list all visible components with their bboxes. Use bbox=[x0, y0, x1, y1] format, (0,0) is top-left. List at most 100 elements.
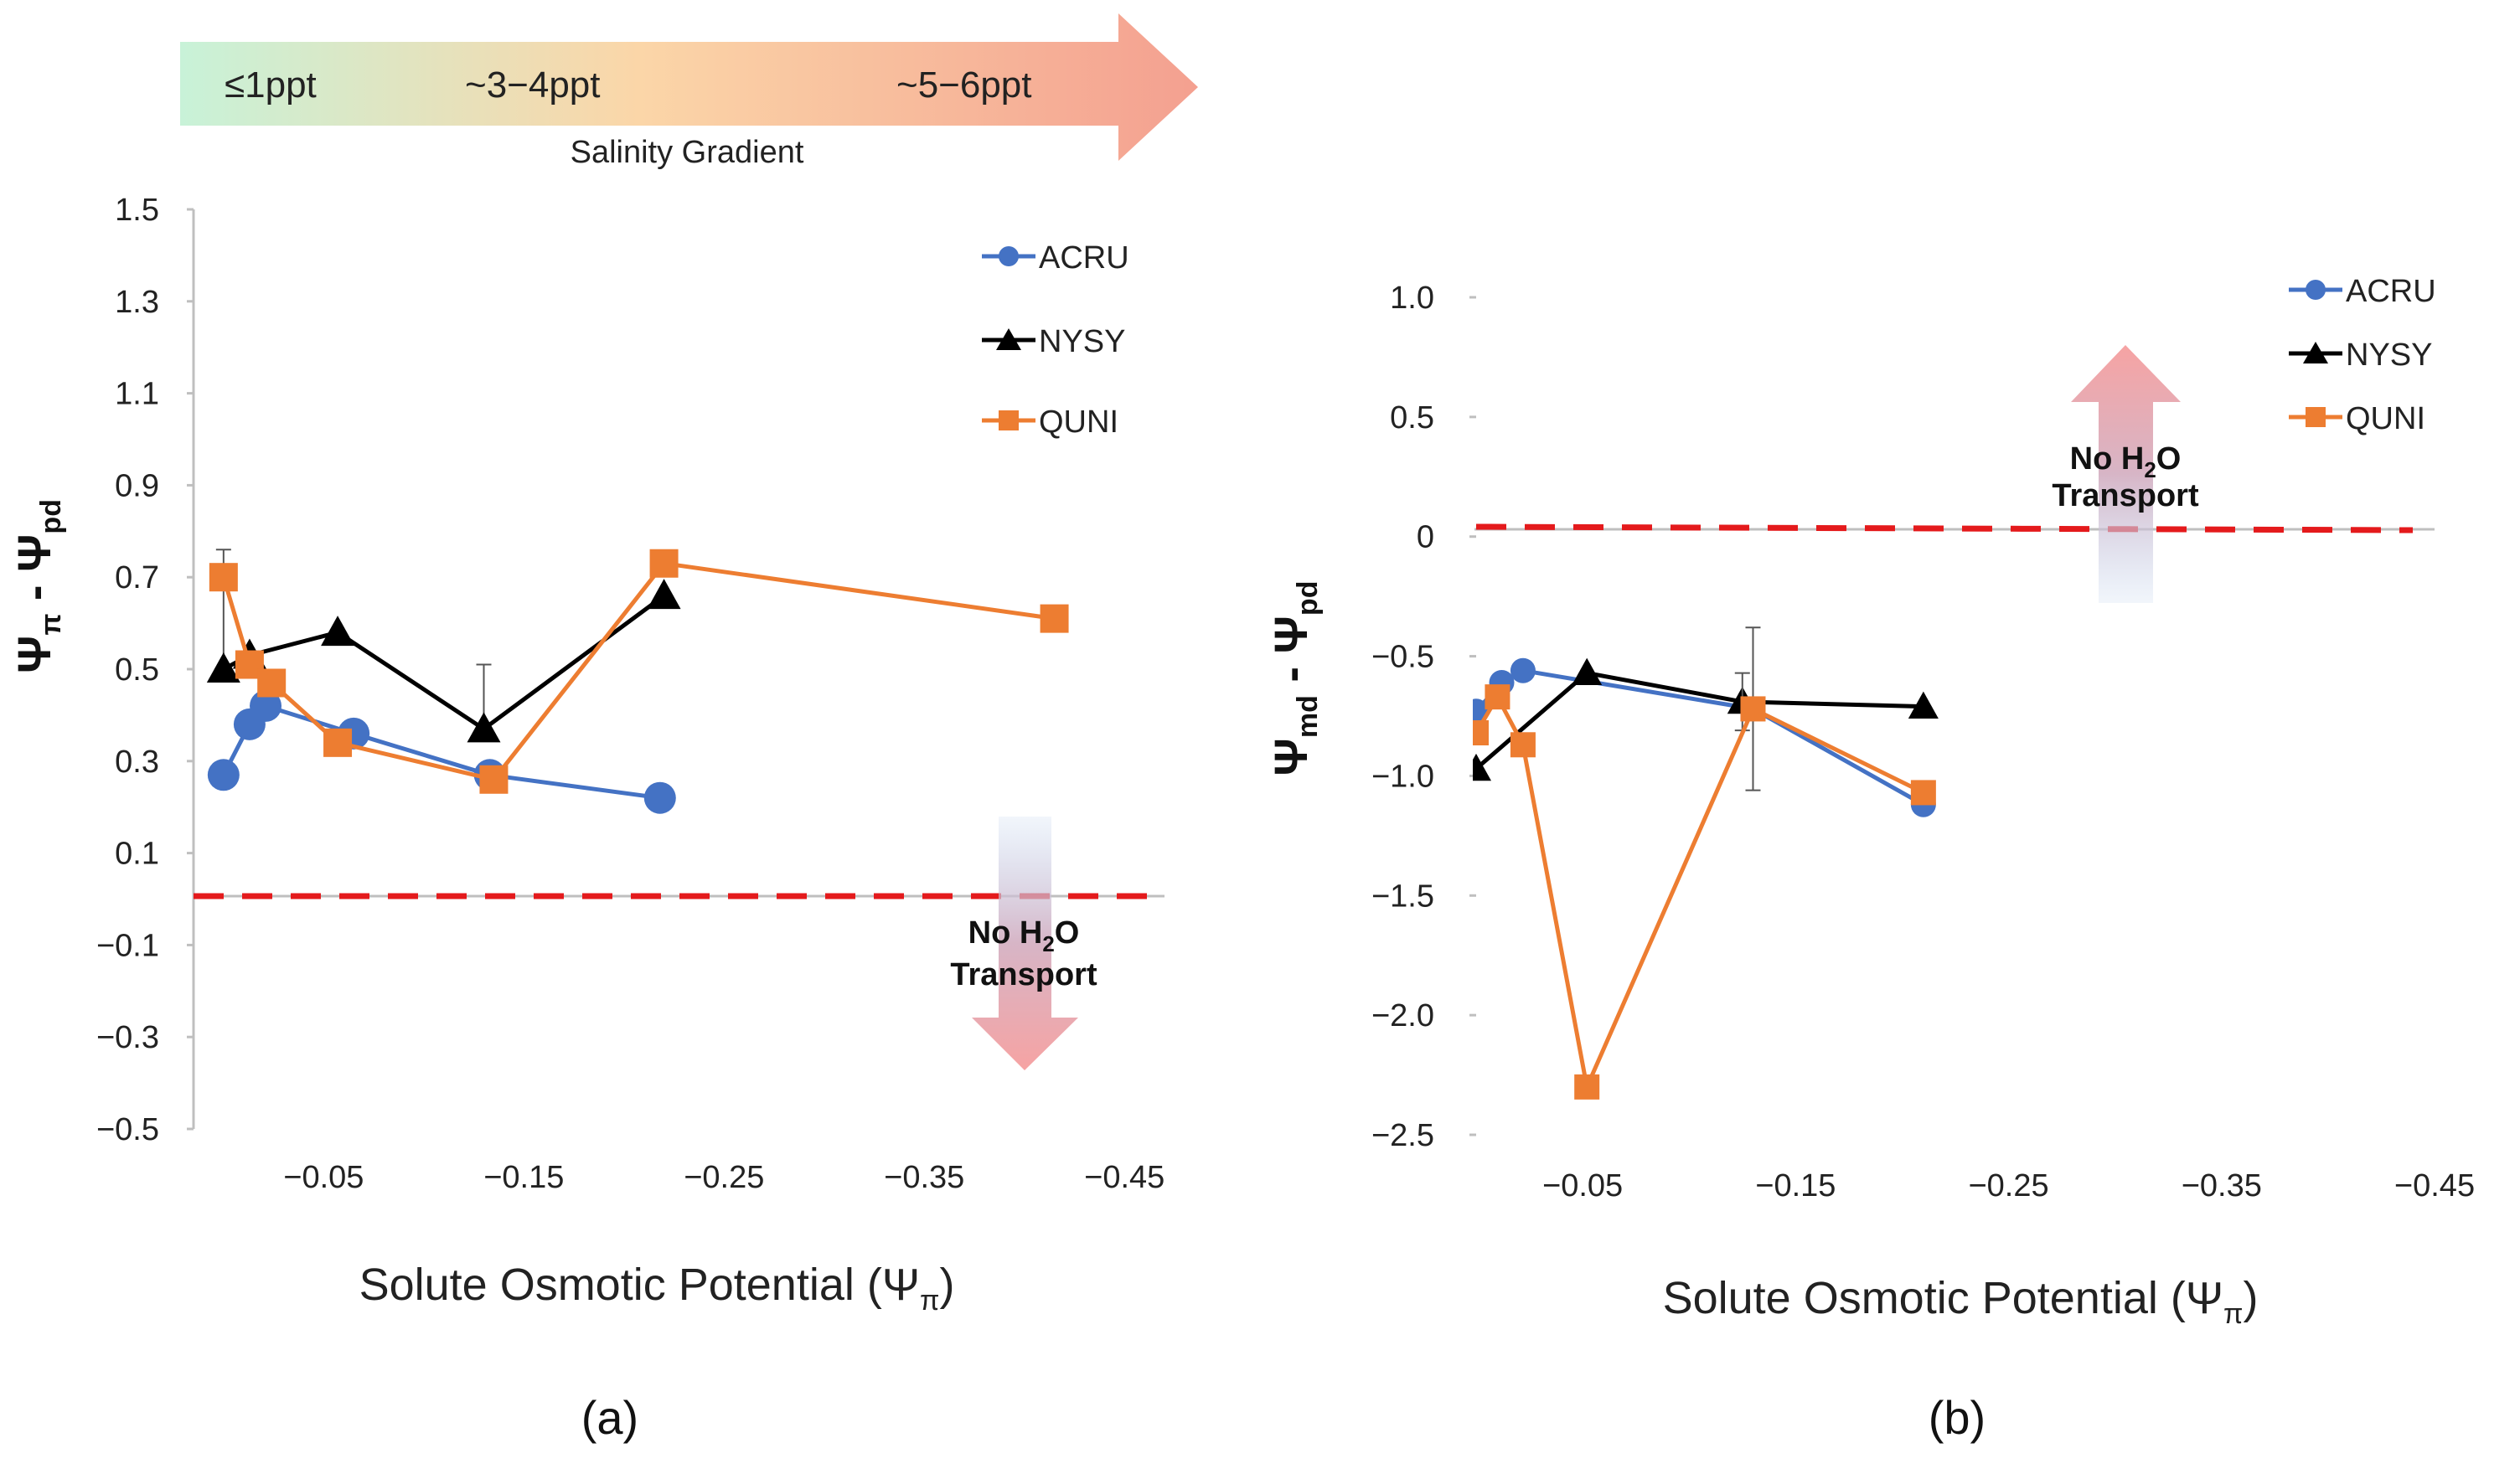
legend-entry-nysy: NYSY bbox=[982, 324, 1125, 359]
y-tick-label: −1.5 bbox=[1371, 879, 1434, 914]
legend-acru-b-marker bbox=[2306, 280, 2326, 300]
x-tick-label: −0.45 bbox=[1084, 1160, 1164, 1195]
chart-panel-a: 1.5 1.3 1.1 0.9 0.7 0.5 0.3 0.1 −0.1 −0.3 −0.5 −0.… bbox=[8, 193, 1164, 1444]
salinity-gradient-arrow bbox=[180, 13, 1198, 161]
legend-entry-quni: QUNI bbox=[982, 405, 1118, 440]
data-point-nysy bbox=[467, 712, 501, 743]
x-tick-label: −0.35 bbox=[884, 1160, 964, 1195]
x-tick-label: −0.05 bbox=[1542, 1168, 1623, 1203]
data-point-nysy bbox=[321, 616, 355, 647]
chart-panel-b: 1.00.50−0.5−1.0−1.5−2.0−2.5 −0.05 −0.15 −0… bbox=[1264, 274, 2475, 1444]
series-layer bbox=[206, 549, 1069, 814]
panel-b-note-line1: No H2O bbox=[2070, 441, 2182, 482]
legend-acru-marker bbox=[999, 246, 1019, 266]
data-point-quni bbox=[209, 563, 238, 592]
panel-b-axes bbox=[1474, 523, 2435, 533]
panel-a-y-title: Ψπ - Ψpd bbox=[8, 499, 67, 673]
series-line-acru bbox=[1474, 668, 1925, 807]
series-line-nysy bbox=[222, 594, 666, 731]
panel-b-x-title: Solute Osmotic Potential (Ψπ) bbox=[1663, 1273, 2259, 1330]
legend-quni-b-marker bbox=[2306, 407, 2326, 427]
y-tick-label: −0.3 bbox=[96, 1020, 159, 1055]
legend-acru-label: ACRU bbox=[1039, 240, 1129, 276]
panel-b-label: (b) bbox=[1929, 1391, 1986, 1444]
legend-quni-label: QUNI bbox=[1039, 405, 1118, 440]
panel-b-reference-line bbox=[1475, 523, 2414, 533]
y-tick-label: 1.1 bbox=[115, 377, 159, 412]
legend-acru-b-label: ACRU bbox=[2346, 274, 2436, 309]
x-tick-label: −0.05 bbox=[283, 1160, 364, 1195]
y-tick-label: −2.5 bbox=[1371, 1118, 1434, 1153]
legend-nysy-marker bbox=[996, 328, 1021, 350]
salinity-gradient-title: Salinity Gradient bbox=[571, 135, 804, 170]
x-tick-label: −0.45 bbox=[2394, 1168, 2475, 1203]
series-layer bbox=[1473, 626, 1939, 1100]
x-tick-label: −0.15 bbox=[483, 1160, 564, 1195]
salinity-gradient: ≤1ppt ~3−4ppt ~5−6ppt Salinity Gradient bbox=[180, 13, 1198, 170]
panel-a-note-line1: No H2O bbox=[968, 915, 1080, 956]
legend-nysy-b-label: NYSY bbox=[2346, 338, 2432, 373]
data-point-nysy bbox=[1908, 691, 1939, 719]
data-point-quni bbox=[1473, 720, 1489, 745]
data-point-acru bbox=[643, 781, 676, 814]
legend-entry-nysy-b: NYSY bbox=[2289, 338, 2432, 373]
panel-b-up-arrow-icon bbox=[2071, 345, 2181, 603]
data-point-quni bbox=[479, 765, 509, 794]
data-point-nysy bbox=[1473, 753, 1491, 781]
y-tick-label: −1.0 bbox=[1371, 759, 1434, 794]
data-point-nysy bbox=[647, 579, 681, 610]
y-tick-label: 1.0 bbox=[1390, 281, 1434, 316]
data-point-nysy bbox=[206, 652, 240, 683]
data-point-quni bbox=[1485, 684, 1510, 710]
panel-a-series bbox=[206, 549, 1069, 814]
data-point-quni bbox=[1040, 604, 1069, 633]
data-point-acru bbox=[207, 759, 240, 791]
legend-quni-marker bbox=[999, 410, 1019, 430]
panel-b-series bbox=[1473, 626, 1939, 1100]
legend-nysy-label: NYSY bbox=[1039, 324, 1125, 359]
data-point-quni bbox=[257, 668, 287, 698]
data-point-quni bbox=[1574, 1074, 1600, 1100]
data-point-quni bbox=[649, 549, 679, 578]
y-tick-label: 1.3 bbox=[115, 285, 159, 320]
y-tick-label: −0.5 bbox=[1371, 640, 1434, 675]
panel-b-y-title: Ψmd - Ψpd bbox=[1264, 581, 1324, 776]
y-tick-label: −0.1 bbox=[96, 928, 159, 963]
legend-quni-b-label: QUNI bbox=[2346, 401, 2425, 436]
x-tick-label: −0.25 bbox=[1968, 1168, 2048, 1203]
legend-entry-acru: ACRU bbox=[982, 240, 1129, 276]
legend-nysy-b-marker bbox=[2303, 342, 2328, 363]
data-point-quni bbox=[1740, 696, 1766, 722]
legend-entry-acru-b: ACRU bbox=[2289, 274, 2436, 309]
panel-b-legend: ACRU NYSY QUNI bbox=[2289, 274, 2436, 436]
panel-a-note-line2: Transport bbox=[950, 957, 1097, 992]
data-point-quni bbox=[1910, 780, 1936, 806]
salinity-label-low: ≤1ppt bbox=[225, 64, 317, 106]
panel-b-x-ticks: −0.05 −0.15 −0.25 −0.35 −0.45 bbox=[1542, 1168, 2475, 1203]
data-point-acru bbox=[250, 689, 282, 722]
panel-a-label: (a) bbox=[581, 1391, 638, 1444]
y-tick-label: 0 bbox=[1417, 520, 1434, 555]
panel-b-y-ticks: 1.0 0.5 0 −0.5 −1.0 −1.5 −2.0 −2.5 bbox=[1371, 281, 1476, 1153]
panel-a-annotation: No H2O Transport bbox=[950, 817, 1097, 1070]
y-tick-label: 0.5 bbox=[1390, 400, 1434, 436]
data-point-nysy bbox=[1572, 657, 1603, 685]
panel-b-note-line2: Transport bbox=[2052, 478, 2199, 513]
y-tick-label: −0.5 bbox=[96, 1112, 159, 1147]
x-tick-label: −0.25 bbox=[684, 1160, 764, 1195]
series-line-acru bbox=[221, 704, 661, 801]
panel-a-down-arrow-icon bbox=[972, 817, 1078, 1070]
data-point-quni bbox=[1510, 732, 1536, 758]
series-line-nysy bbox=[1474, 671, 1924, 770]
x-tick-label: −0.35 bbox=[2182, 1168, 2262, 1203]
y-tick-label: 1.5 bbox=[115, 193, 159, 228]
data-point-quni bbox=[323, 728, 353, 757]
salinity-label-mid: ~3−4ppt bbox=[465, 64, 601, 106]
salinity-label-high: ~5−6ppt bbox=[896, 64, 1032, 106]
y-tick-label: −2.0 bbox=[1371, 998, 1434, 1033]
x-tick-label: −0.15 bbox=[1755, 1168, 1836, 1203]
y-tick-label: 0.3 bbox=[115, 745, 159, 780]
y-tick-label: 0.9 bbox=[115, 468, 159, 503]
data-point-acru bbox=[1510, 657, 1536, 683]
